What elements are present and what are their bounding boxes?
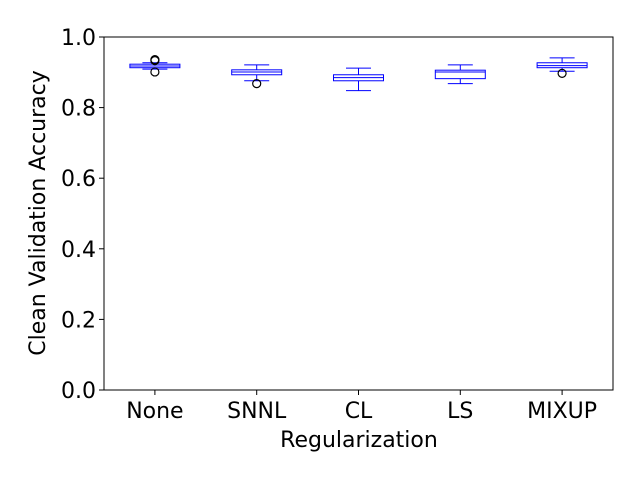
- x-tick-label: SNNL: [227, 399, 287, 424]
- x-tick-label: None: [126, 399, 183, 424]
- y-tick-label: 1.0: [61, 26, 96, 51]
- box-group: [536, 57, 588, 78]
- x-tick-label: LS: [447, 399, 473, 424]
- x-axis-ticks: None SNNL CL LS MIXUP: [126, 390, 597, 424]
- outlier-point: [557, 68, 567, 78]
- outlier-point: [150, 54, 160, 65]
- y-tick-label: 0.8: [61, 97, 96, 122]
- y-tick-label: 0.0: [61, 379, 96, 404]
- x-axis-label: Regularization: [280, 428, 438, 453]
- y-axis-ticks: 0.0 0.2 0.4 0.6 0.8 1.0: [61, 26, 104, 404]
- y-axis-label: Clean Validation Accuracy: [26, 70, 51, 356]
- box-group: [129, 54, 181, 77]
- y-tick-label: 0.4: [61, 238, 96, 263]
- box-group: [434, 64, 486, 85]
- x-tick-label: CL: [345, 399, 373, 424]
- box-iqr: [434, 69, 486, 80]
- outlier-point: [150, 67, 160, 77]
- boxes-layer: [129, 54, 588, 92]
- box-group: [333, 67, 384, 92]
- y-tick-label: 0.6: [61, 167, 96, 192]
- y-tick-label: 0.2: [61, 308, 96, 333]
- outlier-point: [252, 78, 262, 89]
- box-group: [231, 64, 283, 89]
- x-tick-label: MIXUP: [527, 399, 597, 424]
